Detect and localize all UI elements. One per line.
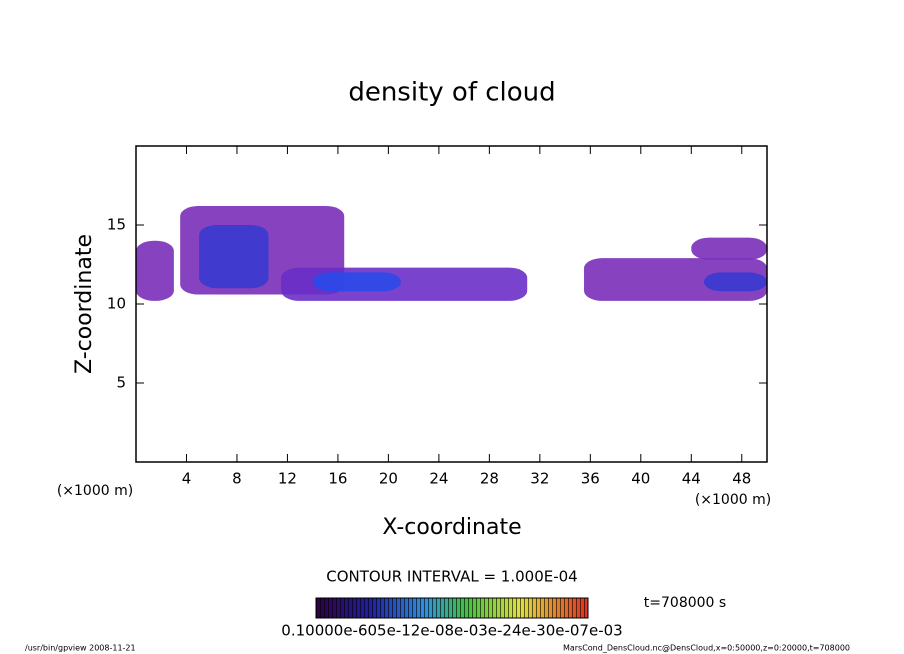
contour-interval: CONTOUR INTERVAL = 1.000E-04 <box>326 568 577 586</box>
footer-left: /usr/bin/gpview 2008-11-21 <box>25 644 136 653</box>
y-tick-label: 5 <box>116 374 126 392</box>
y-axis-label: Z-coordinate <box>72 234 97 374</box>
cloud-region <box>136 240 174 301</box>
x-axis-label: X-coordinate <box>382 515 521 540</box>
x-tick-label: 44 <box>682 470 701 488</box>
x-tick-label: 8 <box>232 470 242 488</box>
y-tick-label: 10 <box>107 295 126 313</box>
x-tick-label: 4 <box>182 470 192 488</box>
x-tick-label: 20 <box>379 470 398 488</box>
cloud-region <box>691 237 767 260</box>
cloud-region <box>312 272 402 292</box>
x-tick-label: 24 <box>429 470 448 488</box>
x-tick-label: 28 <box>480 470 499 488</box>
plot-area <box>136 206 767 301</box>
footer-right: MarsCond_DensCloud.nc@DensCloud,x=0:5000… <box>563 644 850 653</box>
x-tick-label: 32 <box>530 470 549 488</box>
x-tick-label: 12 <box>278 470 297 488</box>
x-tick-label: 40 <box>631 470 650 488</box>
y-tick-label: 15 <box>107 216 126 234</box>
x-unit: (×1000 m) <box>695 492 771 508</box>
x-tick-label: 36 <box>581 470 600 488</box>
x-tick-label: 48 <box>732 470 751 488</box>
chart-title: density of cloud <box>348 78 555 108</box>
cloud-region <box>703 272 767 292</box>
cloud-region <box>199 225 269 289</box>
time-label: t=708000 s <box>644 595 726 611</box>
y-unit: (×1000 m) <box>57 483 133 499</box>
x-tick-label: 16 <box>328 470 347 488</box>
plot-frame <box>135 145 768 463</box>
colorbar-frame <box>315 597 589 619</box>
colorbar-labels: 0.10000e-605e-12e-08e-03e-24e-30e-07e-03 <box>281 622 622 640</box>
